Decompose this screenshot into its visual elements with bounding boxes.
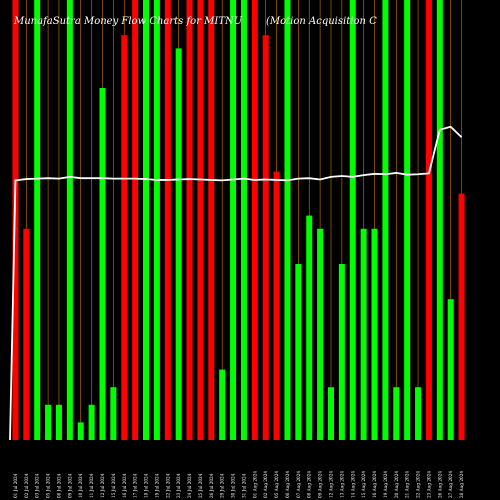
x-tick-label: 02 Jul 2024 <box>24 473 29 498</box>
bar-2024-08-16 <box>371 228 378 440</box>
bar-2024-08-23 <box>425 0 432 440</box>
bar-2024-07-02 <box>23 228 30 440</box>
x-tick-label: 01 Aug 2024 <box>252 471 257 498</box>
x-tick-label: 22 Jul 2024 <box>165 473 170 498</box>
x-tick-label: 30 Jul 2024 <box>231 473 236 498</box>
x-tick-label: 27 Aug 2024 <box>448 471 453 498</box>
x-tick-label: 09 Aug 2024 <box>318 471 323 498</box>
bar-2024-07-22 <box>164 0 171 440</box>
bar-2024-07-18 <box>143 0 150 440</box>
bar-2024-08-28 <box>458 193 465 440</box>
bar-2024-07-12 <box>99 88 106 440</box>
bar-2024-07-30 <box>230 0 237 440</box>
bar-2024-07-05 <box>45 404 52 440</box>
bar-2024-08-22 <box>415 387 422 440</box>
x-tick-label: 17 Jul 2024 <box>133 473 138 498</box>
bar-2024-07-10 <box>77 422 84 440</box>
x-tick-label: 08 Aug 2024 <box>307 471 312 498</box>
x-tick-label: 10 Jul 2024 <box>78 473 83 498</box>
bar-2024-07-29 <box>219 369 226 440</box>
bar-2024-08-09 <box>317 228 324 440</box>
bar-2024-08-05 <box>273 171 280 440</box>
bar-2024-07-15 <box>110 387 117 440</box>
x-tick-label: 14 Aug 2024 <box>350 471 355 498</box>
chart-subtitle: (Motion Acquisition C <box>266 16 377 27</box>
bar-2024-07-23 <box>175 48 182 441</box>
bar-2024-08-14 <box>349 0 356 440</box>
bar-2024-08-27 <box>447 299 454 440</box>
bar-2024-08-07 <box>295 264 302 440</box>
x-tick-label: 26 Jul 2024 <box>209 473 214 498</box>
x-tick-label: 08 Jul 2024 <box>56 473 61 498</box>
bar-2024-07-26 <box>208 0 215 440</box>
x-tick-label: 16 Jul 2024 <box>122 473 127 498</box>
bars <box>12 0 465 441</box>
x-tick-label: 31 Jul 2024 <box>241 473 246 498</box>
x-tick-label: 20 Aug 2024 <box>394 471 399 498</box>
x-tick-label: 23 Jul 2024 <box>176 473 181 498</box>
bar-2024-08-06 <box>284 0 291 440</box>
x-tick-label: 05 Jul 2024 <box>46 473 51 498</box>
x-tick-label: 24 Jul 2024 <box>187 473 192 498</box>
x-tick-label: 18 Jul 2024 <box>144 473 149 498</box>
line-series <box>9 125 463 441</box>
bar-2024-08-13 <box>338 264 345 440</box>
series-line <box>9 125 463 441</box>
bar-2024-08-01 <box>251 0 258 440</box>
bar-2024-08-19 <box>382 0 389 440</box>
x-tick-label: 15 Jul 2024 <box>111 473 116 498</box>
x-tick-label: 15 Aug 2024 <box>361 471 366 498</box>
bar-2024-08-08 <box>306 215 313 440</box>
bar-2024-08-02 <box>262 35 269 440</box>
bar-2024-08-21 <box>404 0 411 440</box>
x-tick-label: 05 Aug 2024 <box>274 471 279 498</box>
bar-2024-07-11 <box>88 404 95 440</box>
bar-2024-07-16 <box>121 35 128 440</box>
x-tick-label: 12 Aug 2024 <box>328 471 333 498</box>
x-tick-label: 26 Aug 2024 <box>437 471 442 498</box>
x-tick-label: 13 Aug 2024 <box>339 471 344 498</box>
bar-2024-07-31 <box>240 0 247 440</box>
x-tick-label: 06 Aug 2024 <box>285 471 290 498</box>
x-tick-label: 11 Jul 2024 <box>89 473 94 498</box>
x-tick-label: 21 Aug 2024 <box>405 471 410 498</box>
bar-2024-07-08 <box>55 404 62 440</box>
bar-2024-08-12 <box>327 387 334 440</box>
x-tick-label: 01 Jul 2024 <box>13 473 18 498</box>
bar-2024-08-15 <box>360 228 367 440</box>
bar-2024-07-24 <box>186 0 193 440</box>
chart-title: MunafaSutra Money Flow Charts for MITNU <box>13 16 243 27</box>
bar-2024-07-03 <box>34 0 41 440</box>
x-tick-label: 09 Jul 2024 <box>67 473 72 498</box>
bar-2024-08-26 <box>436 0 443 440</box>
x-tick-label: 16 Aug 2024 <box>372 471 377 498</box>
bar-2024-07-09 <box>66 0 73 440</box>
x-tick-label: 12 Jul 2024 <box>100 473 105 498</box>
bar-2024-07-19 <box>153 0 160 440</box>
x-tick-label: 02 Aug 2024 <box>263 471 268 498</box>
bar-2024-07-25 <box>197 0 204 440</box>
bar-2024-08-20 <box>393 387 400 440</box>
x-tick-label: 19 Aug 2024 <box>383 471 388 498</box>
x-tick-label: 25 Jul 2024 <box>198 473 203 498</box>
x-tick-label: 28 Aug 2024 <box>459 471 464 498</box>
x-tick-labels: 01 Jul 2024 02 Jul 2024 03 Jul 2024 05 Jul … <box>13 471 464 498</box>
x-tick-label: 29 Jul 2024 <box>220 473 225 498</box>
x-tick-label: 23 Aug 2024 <box>426 471 431 498</box>
x-tick-label: 19 Jul 2024 <box>154 473 159 498</box>
x-tick-label: 07 Aug 2024 <box>296 471 301 498</box>
bar-2024-07-17 <box>132 0 139 440</box>
x-tick-label: 03 Jul 2024 <box>35 473 40 498</box>
x-tick-label: 22 Aug 2024 <box>416 471 421 498</box>
